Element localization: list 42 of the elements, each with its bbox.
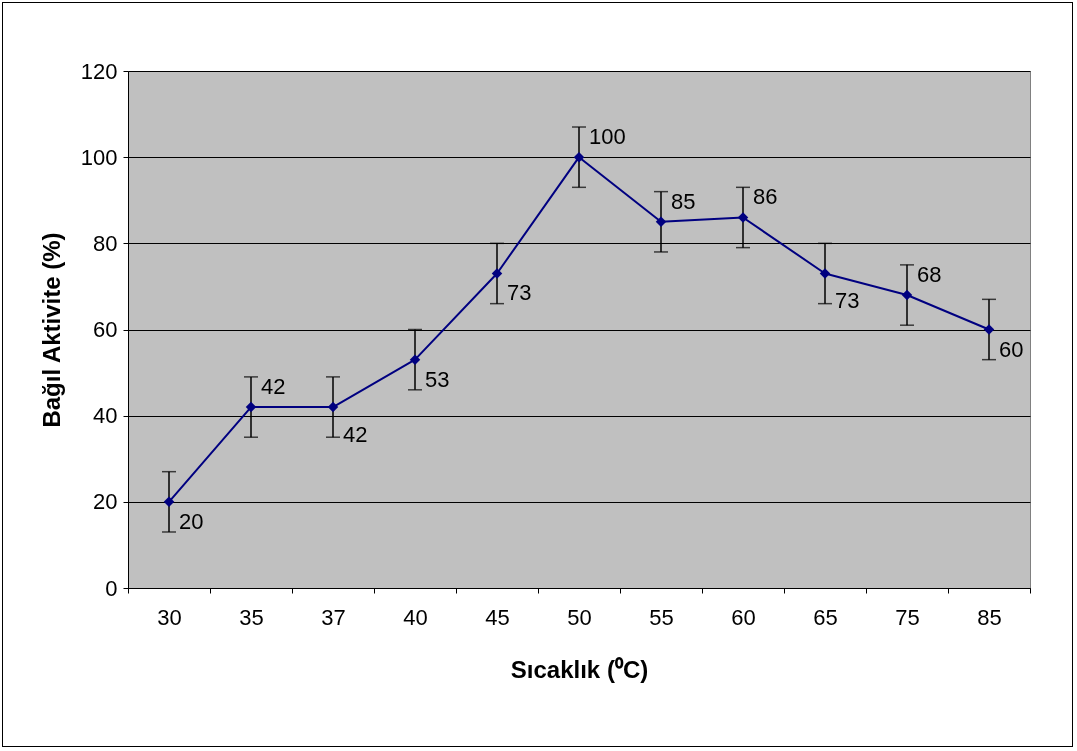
y-tick-label: 0	[105, 575, 118, 601]
x-tick-label: 45	[485, 604, 510, 630]
data-label: 86	[753, 184, 778, 210]
data-label: 85	[671, 188, 696, 214]
x-tick-label: 60	[731, 604, 756, 630]
point	[245, 401, 257, 413]
x-tick-label: 40	[403, 604, 428, 630]
point	[901, 289, 913, 301]
point	[491, 268, 503, 279]
point	[163, 496, 175, 508]
data-label: 20	[179, 508, 204, 534]
point	[573, 151, 585, 163]
data-label: 100	[589, 124, 626, 150]
x-tick-label: 50	[567, 604, 592, 630]
x-tick-label: 85	[977, 604, 1002, 630]
data-label: 42	[261, 374, 286, 400]
x-tick-label: 65	[813, 604, 838, 630]
x-axis-title: Sıcaklık (⁰C)	[510, 655, 649, 683]
data-label: 73	[507, 280, 532, 306]
y-axis-title: Bağıl Aktivite (%)	[37, 232, 65, 428]
point	[983, 324, 995, 335]
y-tick-label: 100	[80, 144, 118, 170]
data-label: 73	[835, 288, 860, 314]
data-label: 42	[343, 422, 368, 448]
data-label: 68	[917, 262, 942, 288]
y-tick-label: 20	[93, 489, 118, 515]
y-tick-label: 40	[93, 403, 118, 429]
point	[737, 212, 749, 223]
point	[327, 401, 339, 413]
data-label: 53	[425, 366, 450, 392]
x-tick-label: 55	[649, 604, 674, 630]
point	[819, 268, 831, 279]
x-tick-label: 37	[321, 604, 346, 630]
data-label: 60	[999, 336, 1024, 362]
point	[655, 216, 667, 228]
y-tick-label: 60	[93, 317, 118, 342]
y-tick-label: 80	[93, 230, 118, 256]
x-tick-label: 35	[239, 604, 264, 630]
x-tick-label: 75	[895, 604, 920, 630]
y-tick-label: 120	[80, 58, 118, 84]
x-tick-label: 30	[157, 604, 182, 630]
point	[409, 354, 421, 365]
